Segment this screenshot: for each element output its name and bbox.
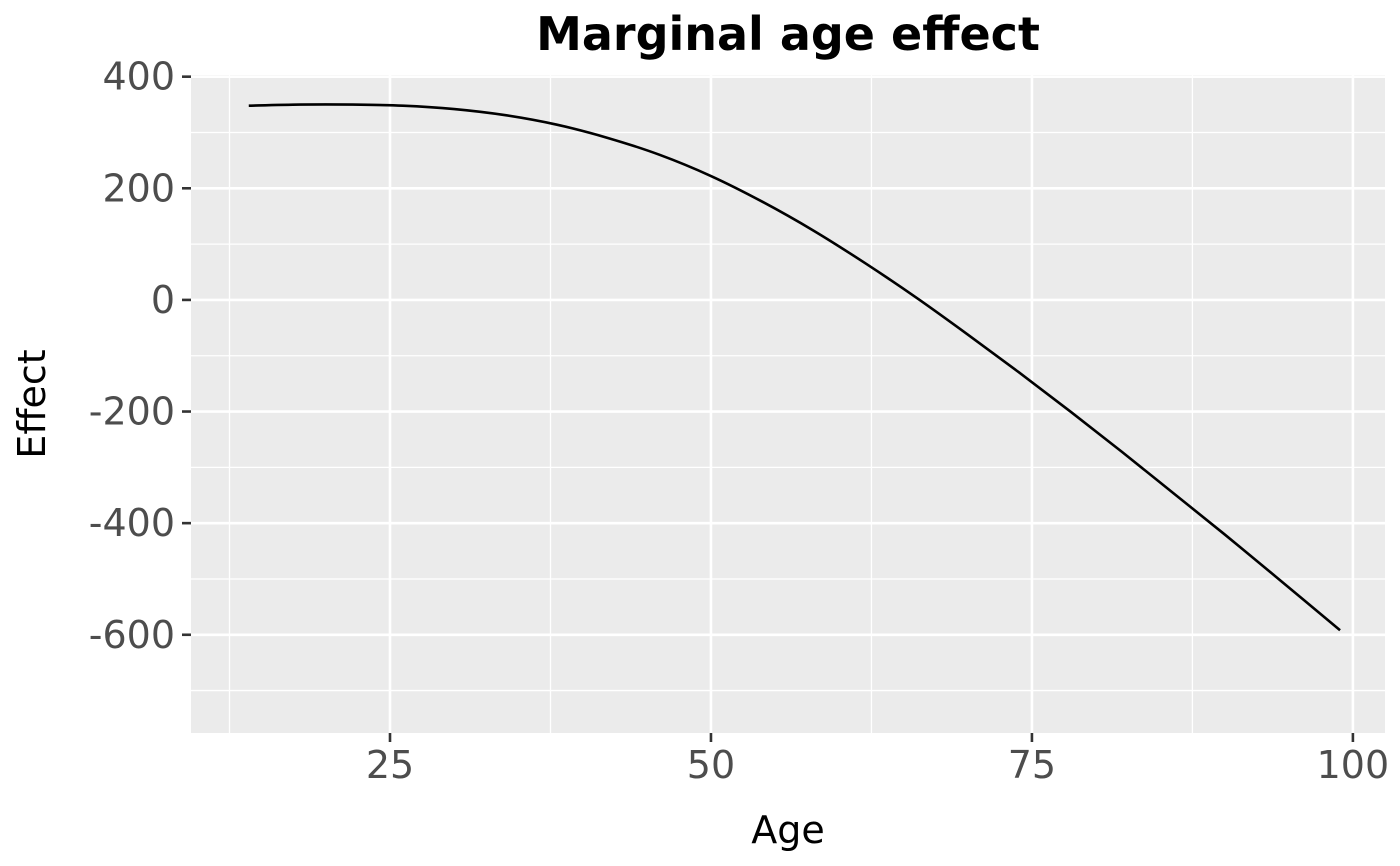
- grid-major: [191, 75, 1385, 733]
- y-tick-label: -600: [89, 613, 175, 657]
- x-tick-label: 25: [366, 743, 414, 787]
- y-tick-label: 200: [102, 166, 175, 210]
- x-tick-label: 100: [1317, 743, 1390, 787]
- y-axis-title: Effect: [10, 349, 54, 458]
- y-tick-label: -200: [89, 390, 175, 434]
- y-tick-label: 0: [151, 278, 175, 322]
- y-tick-label: -400: [89, 501, 175, 545]
- x-tick-label: 75: [1008, 743, 1056, 787]
- x-axis: 25 50 75 100: [366, 733, 1389, 787]
- series-line: [248, 103, 1341, 632]
- x-tick-label: 50: [687, 743, 735, 787]
- x-axis-title: Age: [751, 808, 825, 852]
- y-tick-label: 400: [102, 55, 175, 99]
- chart-title: Marginal age effect: [536, 7, 1040, 61]
- y-axis: 400 200 0 -200 -400 -600: [89, 55, 191, 657]
